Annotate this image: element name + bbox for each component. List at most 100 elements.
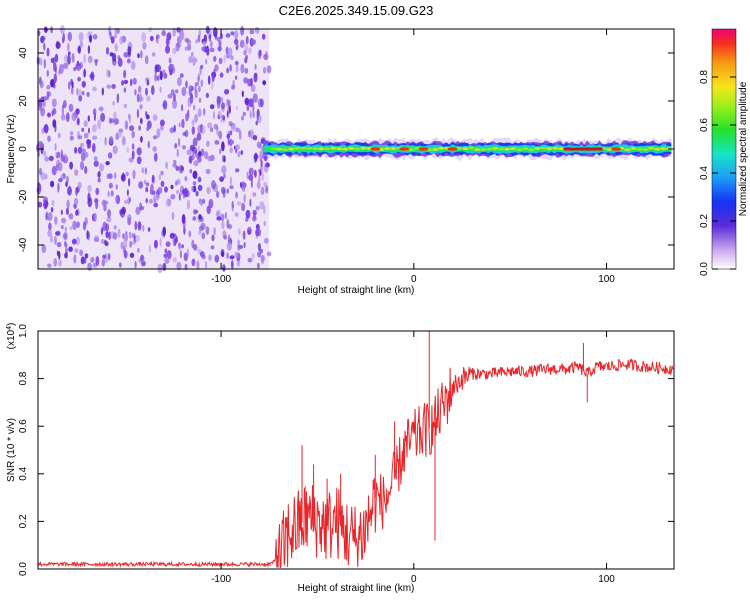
noise-dot <box>113 34 118 39</box>
noise-dot <box>192 181 197 186</box>
noise-dot <box>154 152 158 162</box>
y-tick-label: 0.4 <box>18 466 29 480</box>
noise-dot <box>97 177 101 183</box>
noise-dot <box>79 249 83 257</box>
signal-core <box>498 147 505 151</box>
noise-dot <box>51 165 57 176</box>
noise-dot <box>65 181 68 187</box>
noise-dot <box>207 122 213 129</box>
noise-dot <box>247 229 252 235</box>
noise-dot <box>130 60 136 70</box>
noise-dot <box>54 66 58 75</box>
noise-dot <box>197 124 202 135</box>
noise-dot <box>75 209 79 216</box>
noise-dot <box>117 228 121 238</box>
noise-dot <box>106 69 110 78</box>
noise-dot <box>77 46 81 54</box>
noise-dot <box>165 198 169 207</box>
noise-dot <box>117 195 120 204</box>
noise-dot <box>73 197 79 206</box>
noise-dot <box>98 106 104 112</box>
noise-dot <box>244 97 250 106</box>
noise-dot <box>159 86 162 93</box>
noise-dot <box>68 246 73 252</box>
noise-dot <box>46 69 49 77</box>
noise-dot <box>101 258 106 267</box>
noise-dot <box>227 47 233 58</box>
noise-dot <box>195 39 198 44</box>
noise-dot <box>127 45 132 56</box>
noise-dot <box>156 34 158 44</box>
noise-dot <box>114 118 120 125</box>
noise-dot <box>54 235 57 245</box>
noise-dot <box>256 113 259 121</box>
noise-dot <box>242 111 246 117</box>
noise-dot <box>254 26 260 34</box>
noise-dot <box>51 109 54 117</box>
signal-core <box>486 147 493 151</box>
snr-scale-label: (x104) <box>6 323 18 350</box>
noise-dot <box>59 63 64 74</box>
signal-core <box>654 147 661 151</box>
noise-dot <box>47 212 53 222</box>
noise-dot <box>226 67 229 74</box>
noise-dot <box>86 91 90 98</box>
signal-core <box>636 147 643 151</box>
noise-dot <box>50 57 55 64</box>
noise-dot <box>226 218 230 229</box>
noise-dot <box>113 225 117 230</box>
noise-dot <box>39 80 44 89</box>
noise-dot <box>101 238 105 245</box>
noise-dot <box>177 76 182 87</box>
noise-dot <box>106 216 112 223</box>
noise-dot <box>86 230 89 240</box>
noise-dot <box>131 150 135 160</box>
noise-dot <box>114 27 117 35</box>
colorbar-gradient <box>712 29 736 269</box>
noise-dot <box>209 104 215 110</box>
noise-dot <box>57 182 60 193</box>
noise-dot <box>66 199 70 210</box>
noise-dot <box>171 211 175 220</box>
noise-dot <box>176 261 182 271</box>
noise-dot <box>176 148 180 158</box>
noise-dot <box>111 84 116 89</box>
noise-dot <box>95 187 100 196</box>
noise-dot <box>199 66 202 76</box>
spectrogram-noise-dots <box>35 24 272 274</box>
noise-dot <box>228 121 233 127</box>
signal-core <box>300 146 307 150</box>
noise-dot <box>149 35 154 42</box>
noise-dot <box>205 92 209 99</box>
noise-dot <box>197 176 202 183</box>
noise-dot <box>260 255 266 262</box>
noise-dot <box>137 53 140 59</box>
signal-core <box>384 147 391 151</box>
noise-dot <box>188 85 193 92</box>
noise-dot <box>234 60 239 66</box>
noise-dot <box>215 210 221 217</box>
signal-core <box>546 147 553 151</box>
noise-dot <box>101 226 104 234</box>
noise-dot <box>83 68 86 78</box>
noise-dot <box>77 117 80 126</box>
noise-dot <box>205 168 211 175</box>
noise-dot <box>257 49 262 60</box>
noise-dot <box>193 244 198 251</box>
noise-dot <box>77 181 82 189</box>
noise-dot <box>181 104 184 112</box>
noise-dot <box>208 33 212 42</box>
noise-dot <box>163 72 168 79</box>
noise-dot <box>154 193 160 201</box>
noise-dot <box>82 148 86 154</box>
signal-core <box>552 146 559 150</box>
signal-core <box>294 146 301 150</box>
noise-dot <box>245 209 251 219</box>
noise-dot <box>156 128 161 138</box>
noise-dot <box>39 167 42 176</box>
noise-dot <box>220 186 226 194</box>
noise-dot <box>230 55 234 61</box>
noise-dot <box>222 230 227 239</box>
noise-dot <box>172 257 177 263</box>
noise-dot <box>104 136 107 146</box>
